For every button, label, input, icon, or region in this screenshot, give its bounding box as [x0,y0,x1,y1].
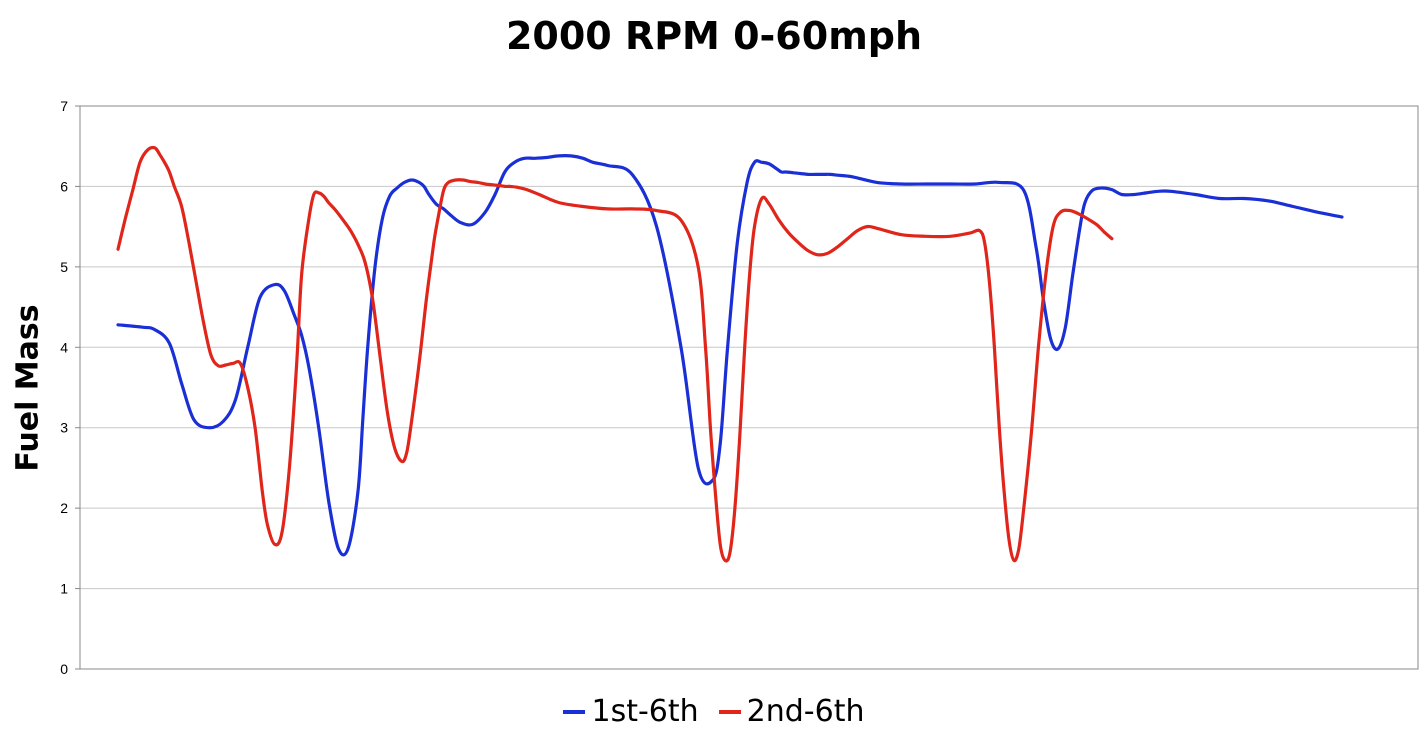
plot-area-frame [79,105,1419,670]
legend-label-series-1: 1st-6th [591,694,699,729]
legend-item-series-2: 2nd-6th [718,694,865,729]
series-line-2 [116,145,1114,563]
y-tick-label-6: 6 [60,178,68,194]
y-tick-label-7: 7 [60,98,68,114]
y-tick-label-3: 3 [60,420,68,436]
y-tick-label-4: 4 [60,339,68,355]
y-tick-label-5: 5 [60,259,68,275]
y-tick-label-1: 1 [60,581,68,597]
chart-title: 2000 RPM 0-60mph [505,14,923,58]
series-line-1 [116,154,1344,557]
legend-swatch-series-2 [718,709,741,714]
legend-item-series-1: 1st-6th [563,694,699,729]
y-tick-label-2: 2 [60,500,68,516]
legend-label-series-2: 2nd-6th [746,694,865,729]
y-axis-ticks: 0 1 2 3 4 5 6 7 [60,98,80,677]
legend-swatch-series-1 [563,709,586,714]
legend: 1st-6th 2nd-6th [0,694,1428,729]
series-lines [116,145,1344,563]
y-tick-label-0: 0 [60,661,68,677]
